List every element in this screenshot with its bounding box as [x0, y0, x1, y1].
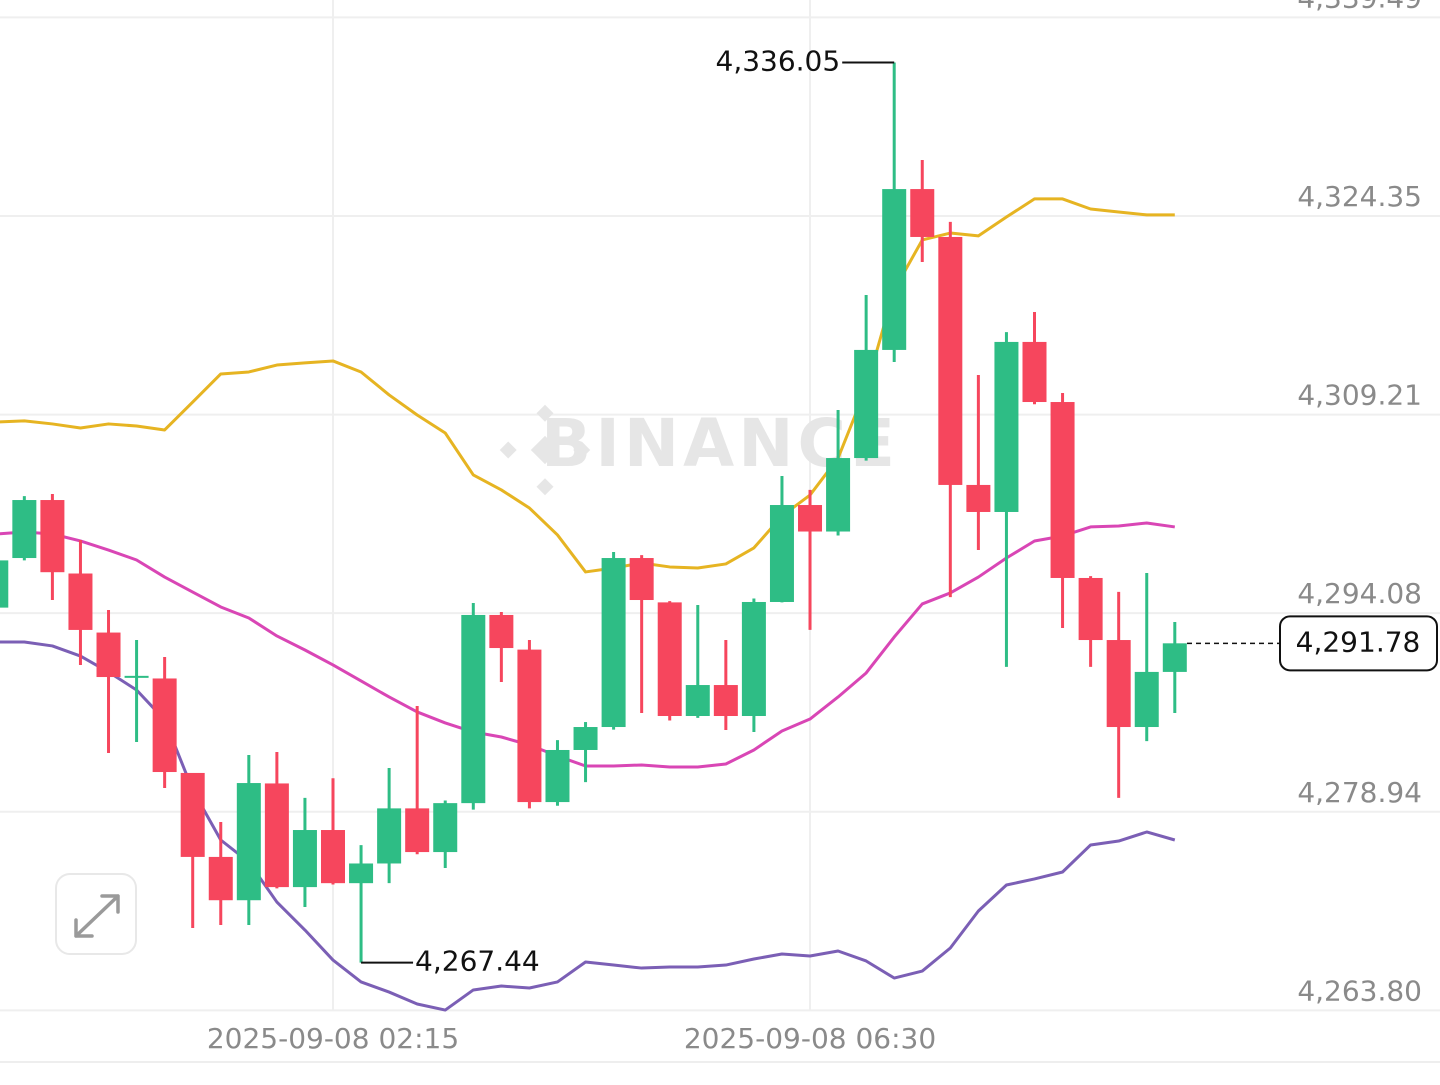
candle-body	[994, 341, 1019, 512]
candle-body	[1050, 402, 1075, 578]
candle-body	[1078, 577, 1103, 641]
last-price-box	[1279, 615, 1438, 672]
candle-body	[966, 484, 991, 512]
candle-body	[377, 808, 402, 864]
candle-body	[236, 783, 261, 901]
y-tick-label: 4,294.08	[1297, 577, 1422, 610]
high-annotation: 4,336.05	[716, 44, 841, 77]
candle-body	[12, 500, 37, 559]
candle-body	[40, 500, 65, 573]
candle-body	[292, 830, 317, 888]
candle-body	[1106, 640, 1131, 728]
y-tick-label: 4,339.49	[1297, 0, 1422, 14]
candle-body	[685, 685, 710, 717]
bollinger-band	[0, 197, 1175, 574]
candle-body	[321, 830, 345, 884]
candle-body	[0, 560, 9, 608]
candle-body	[854, 349, 879, 459]
candle-body	[713, 685, 738, 717]
candle-body	[152, 678, 177, 773]
candle-body	[264, 783, 289, 888]
candle-body	[208, 856, 233, 901]
candle-body	[405, 808, 430, 853]
y-tick-label: 4,278.94	[1297, 776, 1422, 809]
candle-body	[96, 632, 121, 678]
candle-body	[910, 189, 935, 237]
expand-button[interactable]	[55, 873, 137, 955]
candle-body	[461, 614, 486, 804]
candle-body	[882, 189, 907, 350]
x-tick-label: 2025-09-08 02:15	[207, 1022, 459, 1055]
low-annotation: 4,267.44	[415, 945, 540, 978]
candle-body	[601, 558, 626, 728]
candle-body	[68, 573, 93, 630]
x-tick-label: 2025-09-08 06:30	[684, 1022, 936, 1055]
candle-body	[657, 602, 682, 717]
candle-body	[433, 803, 458, 853]
last-price-label: 4,291.78	[1296, 625, 1421, 658]
candle-body	[124, 675, 149, 678]
candle-body	[573, 727, 598, 750]
candle-body	[798, 505, 823, 532]
candle-body	[1134, 671, 1159, 728]
y-tick-label: 4,324.35	[1297, 180, 1422, 213]
y-tick-label: 4,263.80	[1297, 974, 1422, 1007]
candle-body	[938, 236, 963, 485]
y-tick-label: 4,309.21	[1297, 379, 1422, 412]
candle-body	[517, 649, 542, 803]
candle-body	[180, 772, 205, 857]
candle-body	[1162, 643, 1187, 672]
candle-body	[489, 614, 514, 649]
candle-body	[629, 558, 654, 601]
candle-body	[1022, 341, 1047, 403]
candle-body	[769, 505, 794, 602]
candle-body	[349, 863, 374, 884]
candle-body	[545, 749, 570, 803]
candle-body	[741, 601, 766, 717]
candle-body	[826, 458, 851, 532]
